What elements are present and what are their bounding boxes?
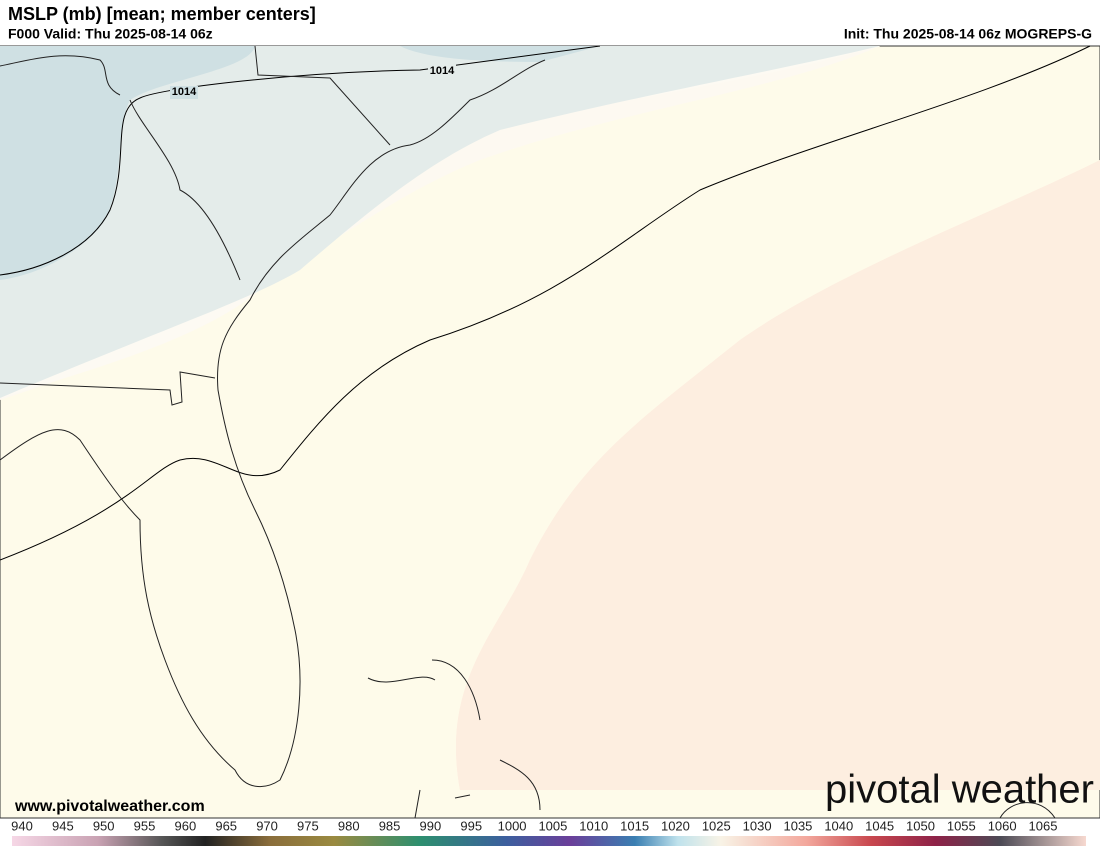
- colorbar-tick-label: 1015: [620, 818, 649, 833]
- colorbar-tick-label: 1000: [498, 818, 527, 833]
- colorbar-tick-label: 1010: [579, 818, 608, 833]
- init-time: Init: Thu 2025-08-14 06z MOGREPS-G: [844, 26, 1092, 42]
- colorbar-tick-label: 990: [420, 818, 442, 833]
- colorbar-tick-label: 975: [297, 818, 319, 833]
- colorbar-tick-label: 1035: [783, 818, 812, 833]
- colorbar-tick-label: 1005: [538, 818, 567, 833]
- colorbar-tick-label: 985: [379, 818, 401, 833]
- pressure-band: [0, 46, 255, 280]
- map-area: 1014 1014 www.pivotalweather.com pivotal…: [0, 45, 1100, 819]
- colorbar-tick-label: 955: [134, 818, 156, 833]
- colorbar-tick-label: 960: [175, 818, 197, 833]
- colorbar-tick-label: 1040: [824, 818, 853, 833]
- colorbar: [12, 836, 1086, 846]
- pressure-band: [456, 160, 1100, 790]
- colorbar-tick-label: 940: [11, 818, 33, 833]
- colorbar-labels: 940 945 950 955 960 965 970 975 980 985 990 995 1000…: [11, 818, 1057, 833]
- colorbar-tick-label: 1055: [947, 818, 976, 833]
- colorbar-tick-label: 1030: [743, 818, 772, 833]
- contour-label: 1014: [172, 86, 197, 98]
- colorbar-tick-label: 965: [215, 818, 237, 833]
- colorbar-tick-label: 980: [338, 818, 360, 833]
- colorbar-tick-label: 945: [52, 818, 74, 833]
- coastlines: [0, 45, 1056, 819]
- pressure-band: [0, 46, 880, 398]
- logo: pivotal weather: [825, 768, 1094, 812]
- contour-labels: 1014 1014: [170, 64, 456, 99]
- colorbar-tick-label: 950: [93, 818, 115, 833]
- colorbar-tick-label: 970: [256, 818, 278, 833]
- colorbar-tick-label: 1020: [661, 818, 690, 833]
- map-title: MSLP (mb) [mean; member centers]: [8, 4, 316, 24]
- colorbar-tick-label: 1045: [865, 818, 894, 833]
- pressure-band: [0, 46, 600, 62]
- colorbar-tick-label: 1050: [906, 818, 935, 833]
- contour-label: 1014: [430, 65, 455, 77]
- label-bg: [170, 86, 198, 99]
- colorbar-tick-label: 1060: [988, 818, 1017, 833]
- colorbar-tick-label: 1025: [702, 818, 731, 833]
- colorbar-tick-label: 995: [460, 818, 482, 833]
- website: www.pivotalweather.com: [14, 798, 205, 815]
- valid-time: F000 Valid: Thu 2025-08-14 06z: [8, 26, 213, 42]
- label-bg: [428, 64, 456, 77]
- colorbar-tick-label: 1065: [1029, 818, 1058, 833]
